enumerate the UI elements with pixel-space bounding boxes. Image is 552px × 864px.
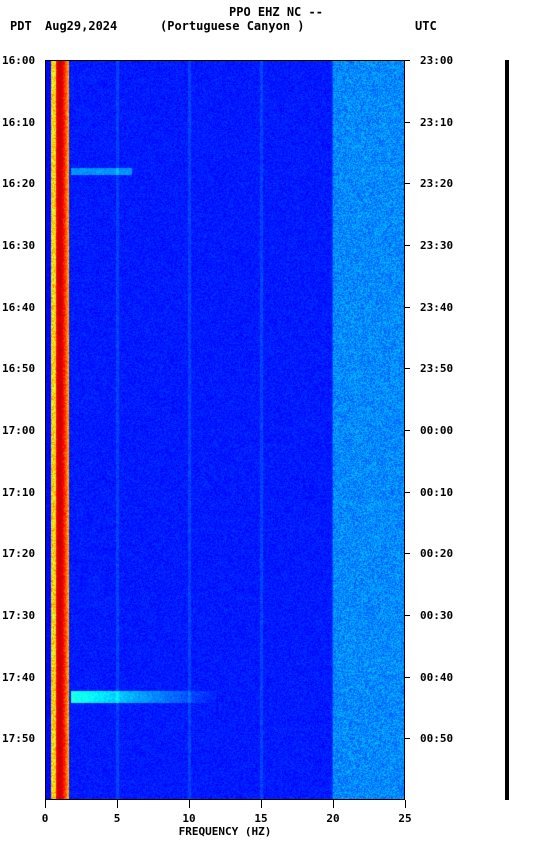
y-axis-right: 23:0023:1023:2023:3023:4023:5000:0000:10… xyxy=(405,60,455,800)
right-timezone: UTC xyxy=(415,19,437,33)
x-axis: FREQUENCY (HZ) 0510152025 xyxy=(45,800,405,840)
title-line2: PDT Aug29,2024 (Portuguese Canyon ) UTC xyxy=(0,19,552,35)
ytick-right: 23:30 xyxy=(420,239,453,252)
spectrogram-plot xyxy=(45,60,405,800)
x-axis-label: FREQUENCY (HZ) xyxy=(45,825,405,838)
ytick-right: 23:00 xyxy=(420,54,453,67)
date-label: Aug29,2024 xyxy=(45,19,117,33)
ytick-left: 17:00 xyxy=(2,424,35,437)
ytick-right: 00:10 xyxy=(420,486,453,499)
ytick-right: 00:00 xyxy=(420,424,453,437)
xtick: 15 xyxy=(254,812,267,825)
ytick-left: 17:10 xyxy=(2,486,35,499)
ytick-right: 23:40 xyxy=(420,301,453,314)
ytick-left: 16:10 xyxy=(2,116,35,129)
ytick-right: 23:50 xyxy=(420,362,453,375)
station-name: (Portuguese Canyon ) xyxy=(160,19,305,33)
ytick-right: 00:20 xyxy=(420,547,453,560)
ytick-right: 23:20 xyxy=(420,177,453,190)
ytick-left: 16:20 xyxy=(2,177,35,190)
ytick-right: 00:50 xyxy=(420,732,453,745)
colorbar xyxy=(505,60,509,800)
xtick: 20 xyxy=(326,812,339,825)
ytick-left: 16:30 xyxy=(2,239,35,252)
spectrogram-canvas xyxy=(45,60,405,800)
ytick-right: 00:30 xyxy=(420,609,453,622)
xtick: 25 xyxy=(398,812,411,825)
ytick-left: 16:40 xyxy=(2,301,35,314)
ytick-left: 17:40 xyxy=(2,671,35,684)
title-line1: PPO EHZ NC -- xyxy=(0,5,552,19)
ytick-left: 17:20 xyxy=(2,547,35,560)
xtick: 5 xyxy=(114,812,121,825)
header: PPO EHZ NC -- PDT Aug29,2024 (Portuguese… xyxy=(0,5,552,35)
xtick: 0 xyxy=(42,812,49,825)
ytick-right: 23:10 xyxy=(420,116,453,129)
ytick-left: 16:00 xyxy=(2,54,35,67)
xtick: 10 xyxy=(182,812,195,825)
ytick-right: 00:40 xyxy=(420,671,453,684)
y-axis-left: 16:0016:1016:2016:3016:4016:5017:0017:10… xyxy=(0,60,45,800)
ytick-left: 16:50 xyxy=(2,362,35,375)
ytick-left: 17:30 xyxy=(2,609,35,622)
ytick-left: 17:50 xyxy=(2,732,35,745)
left-timezone: PDT xyxy=(10,19,32,33)
